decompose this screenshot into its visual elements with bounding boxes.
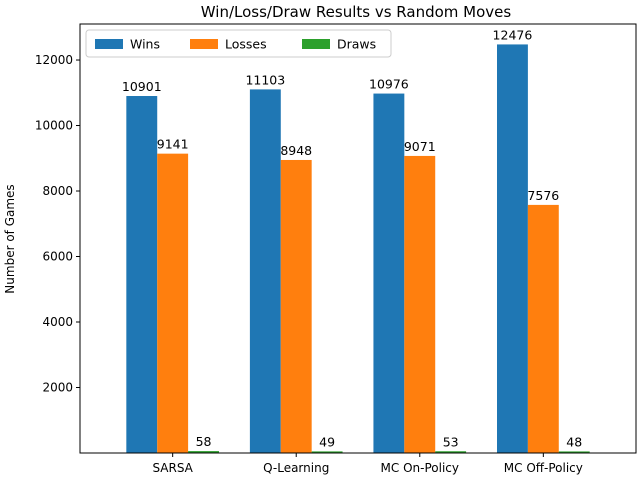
- legend: Wins Losses Draws: [85, 29, 392, 58]
- bar-draws-2: [435, 451, 467, 453]
- legend-swatch-losses: [190, 39, 218, 49]
- bar-losses-2: [404, 155, 436, 453]
- data-label-draws-3: 48: [566, 434, 582, 449]
- legend-box: [85, 29, 392, 58]
- data-label-wins-3: 12476: [493, 27, 533, 42]
- data-label-losses-0: 9141: [157, 137, 189, 152]
- y-tick-label-4: 10000: [35, 119, 73, 133]
- bar-wins-3: [497, 44, 528, 454]
- y-tick-label-2: 6000: [42, 250, 73, 264]
- data-label-losses-2: 9071: [404, 139, 436, 154]
- y-tick-label-5: 12000: [35, 53, 73, 67]
- data-label-wins-1: 11103: [245, 72, 285, 87]
- data-label-draws-1: 49: [319, 434, 335, 449]
- bars-layer: [126, 44, 590, 454]
- bar-draws-1: [311, 451, 343, 453]
- legend-swatch-wins: [95, 39, 123, 49]
- data-label-losses-3: 7576: [527, 188, 559, 203]
- data-labels-layer: 10901 11103 10976 12476 9141 8948 9071 7576 58 49…: [122, 27, 582, 449]
- legend-label-losses: Losses: [225, 37, 267, 52]
- x-axis: SARSA Q-Learning MC On-Policy MC Off-Policy: [152, 453, 583, 475]
- bar-draws-0: [188, 451, 219, 453]
- bar-wins-0: [126, 96, 158, 453]
- data-label-losses-1: 8948: [280, 143, 312, 158]
- y-tick-label-1: 4000: [42, 315, 73, 329]
- y-axis: 2000 4000 6000 8000 10000 12000: [35, 53, 80, 395]
- y-tick-label-3: 8000: [42, 184, 73, 198]
- legend-swatch-draws: [302, 39, 330, 49]
- legend-label-draws: Draws: [337, 37, 376, 52]
- data-label-wins-0: 10901: [122, 79, 162, 94]
- chart-title: Win/Loss/Draw Results vs Random Moves: [201, 3, 512, 21]
- y-axis-label: Number of Games: [3, 184, 17, 293]
- bar-draws-3: [558, 451, 590, 453]
- x-tick-label-0: SARSA: [152, 461, 193, 475]
- bar-losses-0: [157, 153, 189, 453]
- legend-label-wins: Wins: [130, 37, 160, 52]
- data-label-wins-2: 10976: [369, 77, 409, 92]
- plot-frame: [79, 23, 637, 454]
- data-label-draws-0: 58: [196, 434, 212, 449]
- y-tick-label-0: 2000: [42, 381, 73, 395]
- data-label-draws-2: 53: [443, 434, 459, 449]
- x-tick-label-2: MC On-Policy: [381, 461, 459, 475]
- bar-wins-1: [249, 89, 281, 454]
- bar-losses-3: [527, 204, 559, 453]
- bar-losses-1: [280, 159, 312, 453]
- x-tick-label-3: MC Off-Policy: [504, 461, 583, 475]
- x-tick-label-1: Q-Learning: [263, 461, 329, 475]
- bar-wins-2: [373, 93, 405, 453]
